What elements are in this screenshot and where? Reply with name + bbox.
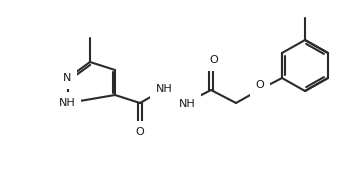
- Text: NH: NH: [179, 99, 196, 109]
- Text: NH: NH: [59, 98, 75, 108]
- Text: O: O: [256, 80, 264, 90]
- Text: NH: NH: [155, 84, 172, 94]
- Text: N: N: [63, 73, 71, 83]
- Text: O: O: [210, 55, 218, 65]
- Text: O: O: [135, 127, 144, 137]
